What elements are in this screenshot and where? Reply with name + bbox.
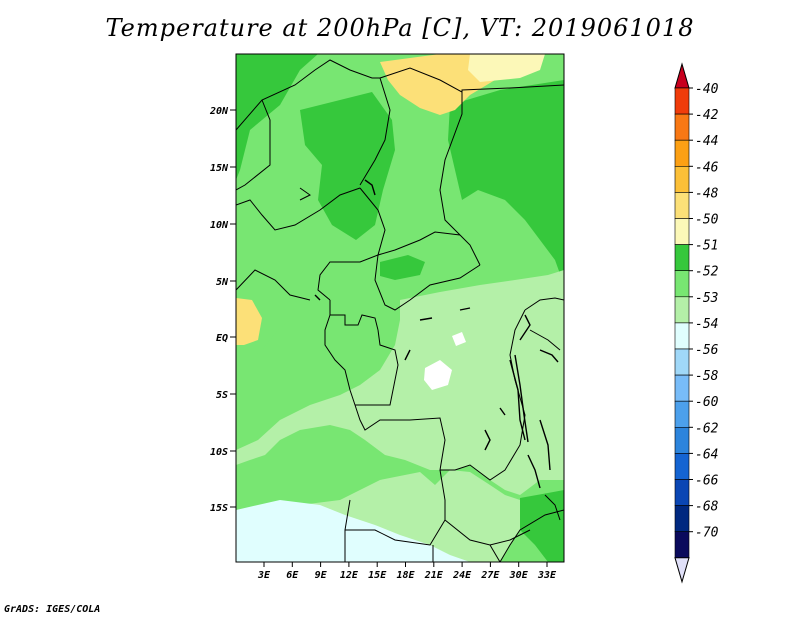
colorbar-label: -40 — [695, 82, 719, 97]
field-region — [410, 56, 462, 86]
lat-label: EQ — [216, 333, 228, 344]
colorbar: -40 -42 -44 -46 -48 -50 -51 -52 -53 -54 -56 -58 -60 -… — [674, 62, 719, 584]
temperature-field — [236, 54, 564, 562]
field-region — [236, 54, 318, 180]
lat-label: 5S — [216, 390, 228, 401]
lon-label: 27E — [480, 570, 500, 581]
colorbar-label: -51 — [695, 239, 718, 254]
lat-label: 15S — [210, 503, 228, 514]
colorbar-label: -53 — [695, 291, 718, 306]
lon-label: 18E — [396, 570, 415, 581]
colorbar-swatch — [674, 113, 690, 141]
colorbar-label: -54 — [695, 317, 718, 332]
map-frame — [235, 53, 565, 563]
lakes-rivers — [314, 179, 559, 489]
colorbar-swatch — [674, 322, 690, 350]
lon-label: 15E — [368, 570, 387, 581]
colorbar-swatch — [674, 479, 690, 506]
field-region — [380, 255, 425, 280]
colorbar-bottom-arrow — [674, 557, 690, 584]
lat-label: 15N — [210, 163, 229, 174]
colorbar-swatch — [674, 87, 690, 115]
lon-label: 9E — [315, 570, 328, 581]
country-borders — [236, 59, 564, 562]
field-region — [236, 298, 262, 345]
colorbar-label: -44 — [695, 134, 718, 149]
field-region — [236, 270, 564, 562]
colorbar-top-arrow — [674, 62, 690, 89]
lon-label: 3E — [257, 570, 271, 581]
lat-label: 10N — [210, 220, 229, 231]
field-region — [236, 500, 470, 562]
colorbar-label: -70 — [695, 526, 719, 541]
colorbar-label: -52 — [695, 265, 719, 280]
lon-label: 24E — [452, 570, 472, 581]
colorbar-swatch — [674, 426, 690, 454]
colorbar-swatch — [674, 218, 690, 245]
lon-label: 12E — [340, 570, 359, 581]
chart-title: Temperature at 200hPa [C], VT: 201906101… — [105, 14, 695, 42]
field-region — [448, 80, 564, 285]
lat-label: 20N — [209, 106, 229, 117]
colorbar-label: -58 — [695, 369, 719, 384]
lon-label: 6E — [286, 570, 299, 581]
colorbar-label: -66 — [695, 474, 719, 489]
colorbar-swatch — [674, 270, 690, 298]
latitude-axis: 20N 15N 10N 5N EQ 5S 10S 15S — [209, 106, 236, 514]
longitude-axis: 3E 6E 9E 12E 15E 18E 21E 24E 27E 30E 33E — [257, 562, 557, 581]
colorbar-swatch — [674, 348, 690, 376]
colorbar-label: -62 — [695, 421, 719, 436]
colorbar-swatch — [674, 453, 690, 480]
colorbar-label: -56 — [695, 343, 719, 358]
colorbar-swatch — [674, 400, 690, 428]
colorbar-label: -50 — [695, 213, 719, 228]
colorbar-label: -60 — [695, 395, 719, 410]
colorbar-label: -68 — [695, 500, 719, 515]
lat-label: 5N — [216, 277, 229, 288]
footer-credit: GrADS: IGES/COLA — [4, 604, 101, 615]
field-region — [300, 92, 395, 240]
colorbar-swatch — [674, 166, 690, 193]
field-region — [452, 332, 466, 346]
field-region — [468, 54, 545, 82]
lon-label: 30E — [509, 570, 529, 581]
field-region — [520, 490, 564, 562]
colorbar-swatch — [674, 374, 690, 402]
lat-label: 10S — [210, 447, 228, 458]
colorbar-label: -42 — [695, 108, 719, 123]
lon-label: 33E — [537, 570, 557, 581]
field-region — [424, 360, 452, 390]
colorbar-swatch — [674, 192, 690, 219]
colorbar-swatch — [674, 139, 690, 167]
colorbar-swatch — [674, 531, 690, 559]
colorbar-label: -48 — [695, 186, 719, 201]
colorbar-label: -64 — [695, 447, 718, 462]
colorbar-swatch — [674, 505, 690, 533]
lon-label: 21E — [424, 570, 444, 581]
colorbar-swatch — [674, 244, 690, 272]
colorbar-swatch — [674, 296, 690, 324]
colorbar-label: -46 — [695, 160, 719, 175]
